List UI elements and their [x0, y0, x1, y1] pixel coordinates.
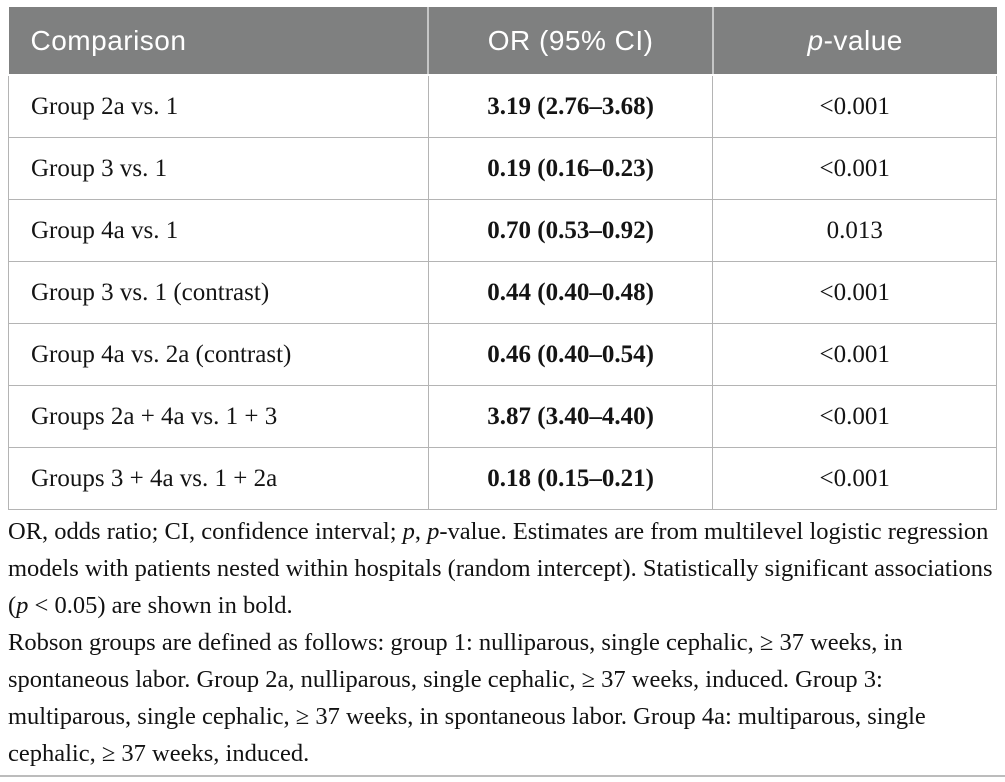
- cell-or-ci: 3.87 (3.40–4.40): [427, 385, 714, 448]
- cell-or-ci: 0.18 (0.15–0.21): [427, 447, 714, 510]
- cell-comparison: Groups 2a + 4a vs. 1 + 3: [8, 385, 429, 448]
- cell-or-ci: 0.44 (0.40–0.48): [427, 261, 714, 324]
- header-label-p-italic: p: [807, 24, 824, 56]
- cell-comparison: Group 3 vs. 1: [8, 137, 429, 200]
- cell-or-ci: 3.19 (2.76–3.68): [427, 75, 714, 138]
- odds-ratio-table-wrap: Comparison OR (95% CI) p-value Group 2a …: [8, 7, 997, 510]
- cell-p-value: <0.001: [712, 75, 997, 138]
- header-cell-comparison: Comparison: [8, 7, 430, 76]
- table-row: Groups 3 + 4a vs. 1 + 2a 0.18 (0.15–0.21…: [8, 447, 997, 510]
- table-body: Group 2a vs. 1 3.19 (2.76–3.68) <0.001 G…: [8, 75, 997, 510]
- table-row: Groups 2a + 4a vs. 1 + 3 3.87 (3.40–4.40…: [8, 385, 997, 448]
- cell-comparison: Group 4a vs. 2a (contrast): [8, 323, 429, 386]
- table-row: Group 4a vs. 2a (contrast) 0.46 (0.40–0.…: [8, 323, 997, 386]
- italic-p: p: [402, 518, 415, 545]
- cell-p-value: 0.013: [712, 199, 997, 262]
- header-label-comparison: Comparison: [30, 24, 187, 56]
- cell-or-ci: 0.46 (0.40–0.54): [427, 323, 714, 386]
- cell-comparison: Groups 3 + 4a vs. 1 + 2a: [8, 447, 429, 510]
- cell-p-value: <0.001: [712, 323, 997, 386]
- header-cell-or-ci: OR (95% CI): [428, 7, 714, 76]
- header-label-p-rest: -value: [823, 24, 903, 56]
- italic-p: p: [16, 592, 29, 619]
- cell-p-value: <0.001: [712, 261, 997, 324]
- table-row: Group 4a vs. 1 0.70 (0.53–0.92) 0.013: [8, 199, 997, 262]
- table-row: Group 3 vs. 1 (contrast) 0.44 (0.40–0.48…: [8, 261, 997, 324]
- italic-p: p: [427, 518, 440, 545]
- cell-comparison: Group 4a vs. 1: [8, 199, 429, 262]
- cell-or-ci: 0.70 (0.53–0.92): [427, 199, 714, 262]
- header-label-or-ci: OR (95% CI): [487, 24, 654, 56]
- odds-ratio-table: Comparison OR (95% CI) p-value Group 2a …: [8, 7, 997, 510]
- table-row: Group 2a vs. 1 3.19 (2.76–3.68) <0.001: [8, 75, 997, 138]
- table-footnotes: OR, odds ratio; CI, confidence interval;…: [8, 513, 996, 772]
- cell-p-value: <0.001: [712, 137, 997, 200]
- header-cell-p-value: p-value: [712, 7, 997, 76]
- cell-p-value: <0.001: [712, 447, 997, 510]
- cell-comparison: Group 3 vs. 1 (contrast): [8, 261, 429, 324]
- table-row: Group 3 vs. 1 0.19 (0.16–0.23) <0.001: [8, 137, 997, 200]
- figure-bottom-rule: [0, 775, 1005, 777]
- footnote-abbreviations: OR, odds ratio; CI, confidence interval;…: [8, 518, 993, 619]
- table-header-row: Comparison OR (95% CI) p-value: [8, 7, 997, 76]
- footnote-robson-groups: Robson groups are defined as follows: gr…: [8, 629, 926, 767]
- cell-p-value: <0.001: [712, 385, 997, 448]
- cell-comparison: Group 2a vs. 1: [8, 75, 429, 138]
- cell-or-ci: 0.19 (0.16–0.23): [427, 137, 714, 200]
